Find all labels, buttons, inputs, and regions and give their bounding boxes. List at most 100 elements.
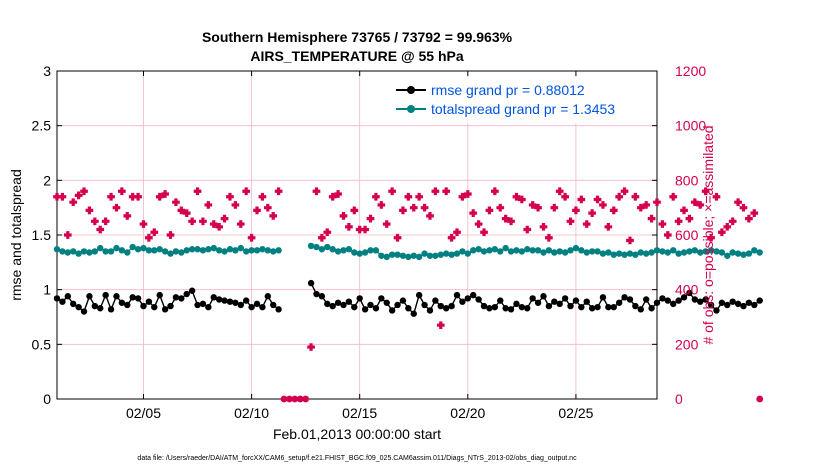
y-right-tick-label: 400 bbox=[675, 282, 699, 298]
obs-point bbox=[339, 212, 348, 220]
obs-point bbox=[582, 220, 591, 228]
obs-point bbox=[107, 192, 115, 201]
obs-point bbox=[182, 209, 191, 217]
rmse-point bbox=[351, 303, 358, 311]
chart-title-line2: AIRS_TEMPERATURE @ 55 hPa bbox=[250, 48, 464, 64]
obs-point bbox=[139, 220, 148, 228]
spread-point bbox=[351, 249, 358, 256]
spread-point bbox=[178, 249, 185, 256]
rmse-point bbox=[242, 297, 250, 304]
spread-point bbox=[318, 246, 326, 253]
obs-point bbox=[69, 198, 78, 207]
spread-point bbox=[659, 248, 666, 255]
spread-point bbox=[475, 246, 482, 253]
rmse-point bbox=[691, 296, 699, 303]
spread-point bbox=[534, 247, 542, 254]
rmse-point bbox=[459, 298, 466, 305]
obs-point bbox=[756, 395, 764, 403]
obs-point bbox=[555, 187, 564, 196]
rmse-point bbox=[740, 302, 747, 310]
spread-point bbox=[670, 247, 677, 254]
obs-point bbox=[377, 201, 386, 209]
rmse-point bbox=[745, 299, 753, 306]
obs-point bbox=[296, 395, 304, 403]
obs-point bbox=[150, 228, 159, 237]
obs-point bbox=[161, 190, 169, 198]
spread-point bbox=[621, 251, 628, 258]
spread-point bbox=[361, 249, 369, 256]
spread-point bbox=[151, 247, 158, 254]
obs-point bbox=[615, 192, 623, 201]
rmse-point bbox=[421, 301, 428, 309]
axes-ticks: 0 0.5 1 1.5 2 2.5 3 0 200 400 600 800 1000 1200 02/05 0… bbox=[32, 63, 707, 421]
spread-point bbox=[75, 250, 82, 257]
spread-point bbox=[345, 246, 353, 253]
rmse-point bbox=[383, 299, 390, 306]
rmse-point bbox=[561, 295, 569, 302]
spread-point bbox=[545, 247, 553, 254]
spread-point bbox=[675, 250, 682, 257]
rmse-point bbox=[145, 298, 153, 305]
rmse-point bbox=[118, 299, 126, 306]
rmse-point bbox=[680, 294, 688, 301]
rmse-point bbox=[188, 287, 196, 294]
x-tick-label: 02/15 bbox=[342, 405, 377, 421]
obs-point bbox=[653, 198, 661, 207]
obs-point bbox=[631, 192, 640, 201]
spread-point bbox=[70, 248, 77, 255]
rmse-point bbox=[675, 297, 682, 304]
rmse-point bbox=[329, 302, 336, 310]
obs-point bbox=[393, 233, 402, 242]
rmse-point bbox=[572, 297, 580, 304]
rmse-point bbox=[729, 298, 736, 305]
obs-point bbox=[74, 191, 83, 200]
rmse-point bbox=[610, 303, 617, 311]
y-right-tick-label: 1200 bbox=[675, 63, 706, 79]
spread-point bbox=[124, 249, 131, 256]
spread-point bbox=[367, 247, 374, 254]
obs-point bbox=[707, 233, 715, 242]
spread-point bbox=[540, 249, 547, 256]
rmse-point bbox=[232, 299, 239, 306]
rmse-point bbox=[491, 303, 499, 311]
obs-point bbox=[286, 395, 293, 403]
obs-point bbox=[501, 214, 510, 223]
rmse-point bbox=[502, 305, 509, 312]
obs-point bbox=[172, 198, 180, 207]
y-left-tick-label: 3 bbox=[43, 63, 51, 79]
obs-point bbox=[253, 206, 261, 215]
rmse-point bbox=[178, 295, 185, 302]
chart-title-line1: Southern Hemisphere 73765 / 73792 = 99.9… bbox=[202, 29, 513, 45]
obs-point bbox=[134, 192, 142, 201]
spread-point bbox=[615, 250, 623, 257]
rmse-point bbox=[718, 299, 726, 306]
rmse-point bbox=[399, 297, 407, 304]
rmse-point bbox=[448, 302, 455, 310]
rmse-point bbox=[53, 295, 61, 302]
obs-point bbox=[658, 220, 667, 228]
spread-point bbox=[567, 247, 574, 254]
rmse-point bbox=[637, 306, 644, 313]
obs-point bbox=[58, 192, 67, 201]
rmse-point bbox=[221, 297, 228, 304]
spread-point bbox=[324, 243, 331, 251]
spread-point bbox=[507, 248, 515, 255]
obs-point bbox=[302, 395, 310, 403]
spread-point bbox=[740, 251, 747, 258]
rmse-point bbox=[556, 300, 563, 308]
obs-point bbox=[118, 187, 126, 196]
obs-point bbox=[539, 222, 548, 231]
obs-point bbox=[220, 214, 229, 223]
rmse-point bbox=[524, 305, 531, 312]
spread-point bbox=[707, 247, 715, 254]
spread-point bbox=[264, 247, 272, 254]
rmse-point bbox=[551, 298, 558, 305]
obs-point bbox=[112, 203, 121, 212]
spread-point bbox=[745, 250, 753, 257]
obs-point bbox=[431, 187, 440, 196]
rmse-point bbox=[642, 296, 650, 303]
obs-point bbox=[680, 206, 688, 215]
spread-point bbox=[470, 247, 477, 254]
rmse-point bbox=[394, 301, 401, 309]
rmse-point bbox=[751, 301, 758, 309]
